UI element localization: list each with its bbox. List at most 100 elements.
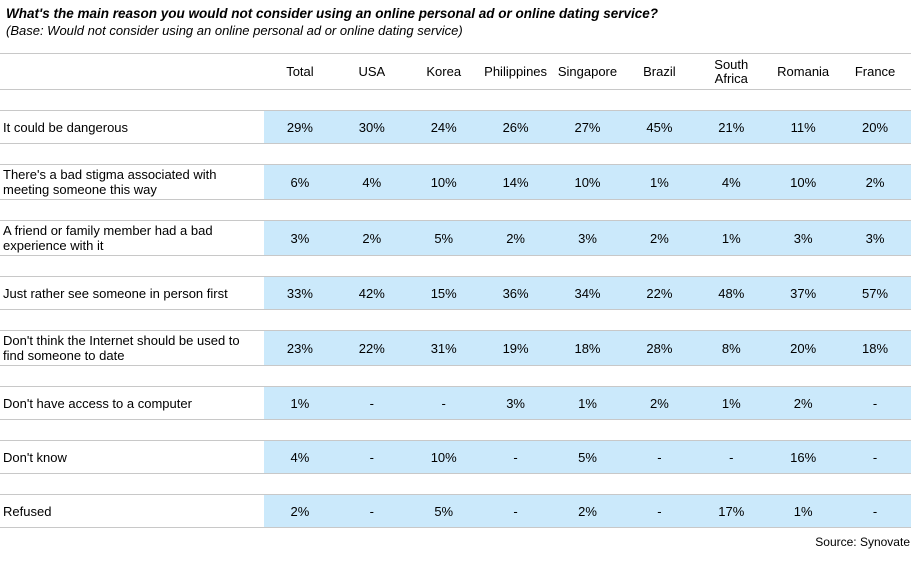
page-title: What's the main reason you would not con… xyxy=(6,6,659,21)
table-row: Don't have access to a computer 1% - -3% 1% 2… xyxy=(0,386,911,420)
table-cell: 28% xyxy=(623,331,696,365)
row-label: Refused xyxy=(0,495,264,527)
table-cell: 45% xyxy=(623,111,696,143)
table-cell: 15% xyxy=(407,277,480,309)
table-cell: 1% xyxy=(551,387,624,419)
table-cell: 10% xyxy=(407,165,480,199)
table-cell: 18% xyxy=(551,331,624,365)
table-cell: 10% xyxy=(407,441,480,473)
table-cell: 2% xyxy=(264,495,336,527)
table-row: Refused 2% -5% -2% -17% 1% - xyxy=(0,494,911,528)
table-cell: 2% xyxy=(623,221,696,255)
table-cell: 1% xyxy=(695,387,768,419)
source-note: Source: Synovate xyxy=(815,535,910,549)
table-cell: 2% xyxy=(335,221,408,255)
table-cell: 2% xyxy=(839,165,911,199)
table-cell: 22% xyxy=(335,331,408,365)
table-header-row: Total USA Korea Philippines Singapore Brazil S… xyxy=(0,53,911,90)
table-cell: 2% xyxy=(623,387,696,419)
table-cell: 29% xyxy=(264,111,336,143)
table-cell: 4% xyxy=(264,441,336,473)
column-header: Philippines xyxy=(484,63,548,79)
column-header: Brazil xyxy=(643,63,676,79)
table-cell: - xyxy=(479,441,552,473)
column-header: South Africa xyxy=(714,56,749,86)
table-cell: 21% xyxy=(695,111,768,143)
table-cell: 18% xyxy=(839,331,911,365)
page-subtitle: (Base: Would not consider using an onlin… xyxy=(6,23,463,38)
table-row: Don't think the Internet should be used … xyxy=(0,330,911,366)
table-cell: 22% xyxy=(623,277,696,309)
table-cell: 5% xyxy=(407,495,480,527)
table-cell: - xyxy=(335,387,408,419)
table-cell: 42% xyxy=(335,277,408,309)
table-row: Just rather see someone in person first 3… xyxy=(0,276,911,310)
column-header: USA xyxy=(358,63,386,79)
row-label: A friend or family member had a bad expe… xyxy=(0,221,264,255)
table-cell: 19% xyxy=(479,331,552,365)
table-cell: 24% xyxy=(407,111,480,143)
table-cell: 27% xyxy=(551,111,624,143)
table-cell: 5% xyxy=(407,221,480,255)
table-cell: 57% xyxy=(839,277,911,309)
table-cell: - xyxy=(695,441,768,473)
table-cell: 3% xyxy=(839,221,911,255)
table-row: A friend or family member had a bad expe… xyxy=(0,220,911,256)
table-cell: 3% xyxy=(264,221,336,255)
table-cell: - xyxy=(839,441,911,473)
table-cell: 36% xyxy=(479,277,552,309)
table-cell: 30% xyxy=(335,111,408,143)
column-header: Korea xyxy=(426,63,462,79)
table-cell: 20% xyxy=(839,111,911,143)
table-body: It could be dangerous 29% 30% 24% 26% 27% 45% 2… xyxy=(0,110,911,528)
row-label: Don't have access to a computer xyxy=(0,387,264,419)
table-cell: 14% xyxy=(479,165,552,199)
table-cell: 10% xyxy=(767,165,840,199)
table-cell: 20% xyxy=(767,331,840,365)
row-label: It could be dangerous xyxy=(0,111,264,143)
table-cell: 3% xyxy=(551,221,624,255)
table-cell: 8% xyxy=(695,331,768,365)
header-label-spacer xyxy=(0,54,264,89)
table-cell: 6% xyxy=(264,165,336,199)
table-cell: 1% xyxy=(623,165,696,199)
table-cell: 3% xyxy=(767,221,840,255)
column-header: Romania xyxy=(777,63,830,79)
table-cell: - xyxy=(839,387,911,419)
table-cell: 2% xyxy=(551,495,624,527)
table-cell: - xyxy=(623,495,696,527)
table-cell: - xyxy=(623,441,696,473)
table-cell: 1% xyxy=(767,495,840,527)
table-cell: - xyxy=(335,441,408,473)
row-label: Just rather see someone in person first xyxy=(0,277,264,309)
table-cell: - xyxy=(335,495,408,527)
table-cell: 5% xyxy=(551,441,624,473)
table-cell: 1% xyxy=(264,387,336,419)
table-cell: 31% xyxy=(407,331,480,365)
column-header: Total xyxy=(286,63,314,79)
row-label: There's a bad stigma associated with mee… xyxy=(0,165,264,199)
table-cell: 10% xyxy=(551,165,624,199)
table-cell: 23% xyxy=(264,331,336,365)
column-header: Singapore xyxy=(557,63,618,79)
table-cell: - xyxy=(407,387,480,419)
table-cell: 4% xyxy=(335,165,408,199)
table-cell: 1% xyxy=(695,221,768,255)
table-cell: 11% xyxy=(767,111,840,143)
table-cell: 48% xyxy=(695,277,768,309)
table-cell: 37% xyxy=(767,277,840,309)
row-label: Don't think the Internet should be used … xyxy=(0,331,264,365)
table-cell: 4% xyxy=(695,165,768,199)
table-cell: 2% xyxy=(767,387,840,419)
table-row: Don't know 4% -10% -5% - -16% - xyxy=(0,440,911,474)
column-header: France xyxy=(854,63,896,79)
table-cell: 26% xyxy=(479,111,552,143)
table-row: It could be dangerous 29% 30% 24% 26% 27% 45% 2… xyxy=(0,110,911,144)
table-cell: 16% xyxy=(767,441,840,473)
table-cell: 17% xyxy=(695,495,768,527)
survey-data-table: Total USA Korea Philippines Singapore Brazil S… xyxy=(0,53,911,528)
row-label: Don't know xyxy=(0,441,264,473)
table-row: There's a bad stigma associated with mee… xyxy=(0,164,911,200)
table-cell: 2% xyxy=(479,221,552,255)
